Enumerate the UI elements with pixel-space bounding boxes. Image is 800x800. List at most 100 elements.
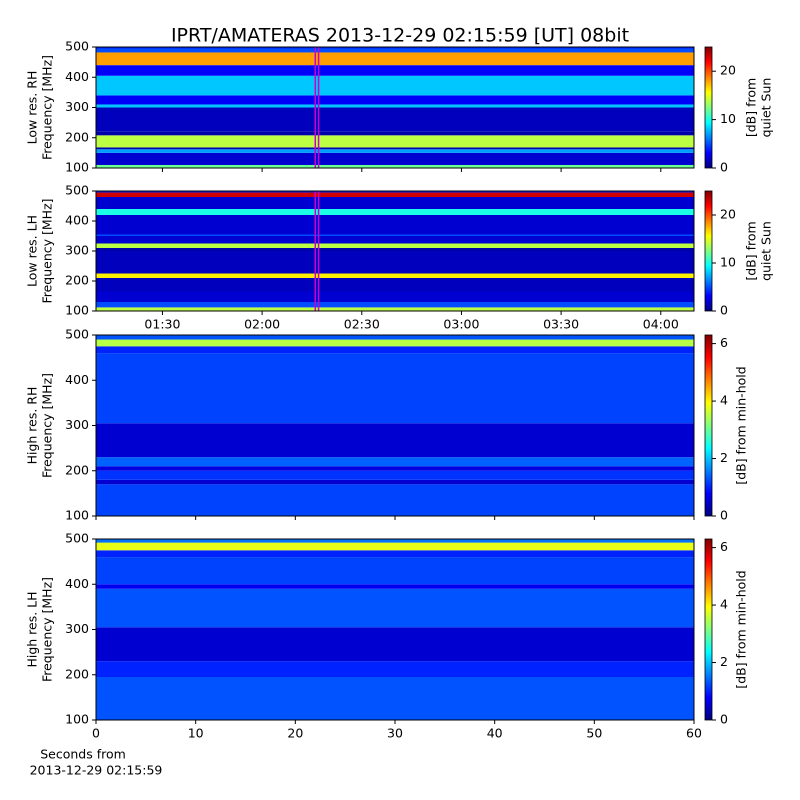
colorbar xyxy=(704,334,713,517)
spectrum-band xyxy=(96,52,694,66)
spectrum-band xyxy=(96,192,694,197)
x-tick-label: 50 xyxy=(586,726,602,741)
spectrum-band xyxy=(96,248,694,251)
spectrum-band xyxy=(96,542,694,551)
spectrum-band xyxy=(96,95,694,105)
y-axis-label: Frequency [MHz] xyxy=(40,373,55,478)
x-tick-label: 03:30 xyxy=(543,317,579,332)
y-tick-label: 400 xyxy=(65,69,89,84)
spectrum-band xyxy=(96,307,694,311)
colorbar-tick-label: 10 xyxy=(720,111,736,126)
colorbar-label: [dB] from min-hold xyxy=(734,570,749,688)
spectrum-band xyxy=(96,470,694,480)
x-tick-label: 03:00 xyxy=(443,317,479,332)
spectrum-band xyxy=(96,291,694,302)
y-tick-label: 500 xyxy=(65,327,89,342)
colorbar-tick-label: 0 xyxy=(720,160,728,175)
y-axis-label: Low res. LH xyxy=(25,215,40,287)
spectrum-band xyxy=(96,104,694,108)
spectrum-band xyxy=(96,346,694,354)
y-tick-label: 500 xyxy=(65,531,89,546)
x-tick-label: 02:00 xyxy=(244,317,280,332)
spectrum-band xyxy=(96,335,694,340)
spectrum-band xyxy=(96,539,694,543)
spectrum-band xyxy=(96,47,694,49)
spectrum-band xyxy=(96,550,694,558)
x-tick-label: 0 xyxy=(92,726,100,741)
x-tick-label: 10 xyxy=(188,726,204,741)
spectrum-band xyxy=(96,191,694,193)
spectrum-band xyxy=(96,107,694,132)
spectrum-band xyxy=(96,48,694,53)
colorbar-tick-label: 6 xyxy=(720,335,728,350)
y-tick-label: 500 xyxy=(65,39,89,54)
spectrum-band xyxy=(96,273,694,278)
spectrum-band xyxy=(96,243,694,248)
y-tick-label: 200 xyxy=(65,462,89,477)
spectrum-band xyxy=(96,75,694,96)
spectrum-band xyxy=(96,557,694,585)
colorbar-label: [dB] from xyxy=(744,221,759,280)
spectrum-band xyxy=(96,627,694,662)
y-tick-label: 300 xyxy=(65,99,89,114)
spectrum-band xyxy=(96,147,694,150)
spectrum-band xyxy=(96,457,694,467)
x-axis-label: Seconds from xyxy=(40,747,126,762)
x-tick-label: 40 xyxy=(487,726,503,741)
x-tick-label: 30 xyxy=(387,726,403,741)
spectrum-band xyxy=(96,251,694,274)
spectrum-band xyxy=(96,65,694,76)
colorbar xyxy=(704,538,713,721)
spectrum-band xyxy=(96,209,694,215)
colorbar-label: quiet Sun xyxy=(759,221,774,281)
colorbar-tick-label: 20 xyxy=(720,63,736,78)
spectrum-band xyxy=(96,584,694,589)
x-axis-label: 2013-12-29 02:15:59 xyxy=(30,763,163,778)
colorbar-tick-label: 10 xyxy=(720,255,736,270)
y-axis-label: Frequency [MHz] xyxy=(40,55,55,160)
colorbar xyxy=(704,46,713,169)
y-axis-label: High res. RH xyxy=(25,387,40,465)
colorbar-label: [dB] from min-hold xyxy=(734,366,749,484)
colorbar-tick-label: 2 xyxy=(720,654,728,669)
spectrum-band xyxy=(96,484,694,516)
spectrum-band xyxy=(96,164,694,168)
y-tick-label: 100 xyxy=(65,508,89,523)
spectrum-band xyxy=(96,131,694,136)
y-axis-label: Frequency [MHz] xyxy=(40,577,55,682)
x-tick-label: 02:30 xyxy=(344,317,380,332)
spectrum-band xyxy=(96,236,694,244)
spectrum-band xyxy=(96,197,694,209)
x-tick-label: 04:00 xyxy=(643,317,679,332)
y-tick-label: 200 xyxy=(65,666,89,681)
y-tick-label: 200 xyxy=(65,273,89,288)
x-tick-label: 60 xyxy=(686,726,702,741)
spectrum-band xyxy=(96,149,694,153)
colorbar-tick-label: 6 xyxy=(720,539,728,554)
spectrum-band xyxy=(96,215,694,235)
spectrum-band xyxy=(96,353,694,424)
spectrum-band xyxy=(96,135,694,148)
colorbar-label: [dB] from xyxy=(744,78,759,137)
y-tick-label: 400 xyxy=(65,372,89,387)
y-axis-label: Low res. RH xyxy=(25,71,40,145)
colorbar-tick-label: 20 xyxy=(720,207,736,222)
figure-title: IPRT/AMATERAS 2013-12-29 02:15:59 [UT] 0… xyxy=(171,25,629,47)
y-tick-label: 100 xyxy=(65,303,89,318)
spectrum-band xyxy=(96,278,694,292)
y-tick-label: 300 xyxy=(65,621,89,636)
y-tick-label: 500 xyxy=(65,183,89,198)
spectrum-band xyxy=(96,423,694,458)
x-tick-label: 01:30 xyxy=(144,317,180,332)
spectrum-band xyxy=(96,661,694,678)
y-tick-label: 200 xyxy=(65,129,89,144)
colorbar-tick-label: 0 xyxy=(720,712,728,727)
spectrum-band xyxy=(96,339,694,347)
colorbar-label: quiet Sun xyxy=(759,78,774,138)
y-tick-label: 300 xyxy=(65,417,89,432)
spectrum-band xyxy=(96,588,694,628)
spectrum-band xyxy=(96,677,694,720)
y-axis-label: High res. LH xyxy=(25,591,40,667)
spectrum-band xyxy=(96,479,694,485)
